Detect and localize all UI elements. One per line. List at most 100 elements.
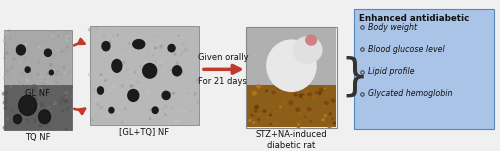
Circle shape bbox=[62, 34, 64, 36]
Circle shape bbox=[150, 68, 152, 70]
Circle shape bbox=[39, 87, 42, 90]
Ellipse shape bbox=[267, 40, 316, 91]
Ellipse shape bbox=[98, 87, 103, 94]
Circle shape bbox=[64, 50, 66, 52]
Circle shape bbox=[22, 85, 24, 86]
Circle shape bbox=[107, 115, 109, 117]
Circle shape bbox=[28, 101, 32, 104]
Text: TQ NF: TQ NF bbox=[25, 133, 50, 142]
Circle shape bbox=[182, 51, 183, 53]
Circle shape bbox=[43, 83, 45, 85]
Circle shape bbox=[62, 110, 64, 112]
Ellipse shape bbox=[16, 45, 26, 55]
Circle shape bbox=[52, 101, 56, 105]
Circle shape bbox=[34, 119, 36, 121]
Circle shape bbox=[178, 34, 179, 36]
Ellipse shape bbox=[142, 64, 156, 78]
Circle shape bbox=[177, 33, 179, 34]
Circle shape bbox=[163, 109, 164, 110]
Circle shape bbox=[20, 48, 22, 50]
Circle shape bbox=[4, 107, 6, 109]
Circle shape bbox=[144, 61, 146, 62]
Circle shape bbox=[181, 71, 183, 73]
Circle shape bbox=[184, 109, 186, 112]
Circle shape bbox=[151, 72, 152, 73]
Circle shape bbox=[148, 110, 150, 112]
Circle shape bbox=[66, 32, 68, 34]
Circle shape bbox=[160, 45, 162, 47]
Text: GL NF: GL NF bbox=[26, 89, 50, 98]
Ellipse shape bbox=[25, 67, 30, 72]
Circle shape bbox=[42, 84, 44, 85]
Circle shape bbox=[141, 69, 142, 71]
Circle shape bbox=[40, 116, 44, 118]
Ellipse shape bbox=[38, 110, 50, 124]
Circle shape bbox=[191, 110, 192, 111]
Circle shape bbox=[167, 124, 168, 125]
Circle shape bbox=[23, 115, 25, 117]
Ellipse shape bbox=[102, 42, 110, 51]
Bar bbox=[246, 27, 337, 128]
Circle shape bbox=[64, 72, 66, 73]
Circle shape bbox=[118, 112, 119, 114]
Circle shape bbox=[172, 92, 174, 94]
Text: Body weight: Body weight bbox=[368, 23, 417, 32]
Circle shape bbox=[119, 55, 120, 56]
Circle shape bbox=[25, 44, 27, 45]
Circle shape bbox=[104, 50, 106, 52]
Circle shape bbox=[96, 28, 98, 29]
Circle shape bbox=[28, 122, 30, 125]
Circle shape bbox=[122, 122, 123, 123]
Circle shape bbox=[134, 72, 136, 73]
Circle shape bbox=[71, 114, 72, 115]
Circle shape bbox=[118, 64, 121, 67]
Circle shape bbox=[32, 87, 36, 90]
Circle shape bbox=[24, 56, 25, 58]
Circle shape bbox=[47, 73, 49, 75]
Circle shape bbox=[160, 65, 162, 67]
Circle shape bbox=[161, 32, 163, 34]
Circle shape bbox=[130, 85, 133, 87]
Text: Enhanced antidiabetic: Enhanced antidiabetic bbox=[359, 14, 470, 23]
Circle shape bbox=[66, 109, 68, 111]
Circle shape bbox=[167, 95, 170, 98]
Text: [GL+TQ] NF: [GL+TQ] NF bbox=[119, 128, 170, 137]
Circle shape bbox=[54, 54, 56, 56]
Circle shape bbox=[145, 63, 147, 64]
Ellipse shape bbox=[172, 66, 182, 76]
Circle shape bbox=[64, 50, 66, 51]
Circle shape bbox=[300, 113, 302, 115]
Circle shape bbox=[258, 112, 260, 115]
Circle shape bbox=[154, 35, 156, 37]
Circle shape bbox=[4, 57, 5, 58]
Circle shape bbox=[98, 112, 100, 115]
Circle shape bbox=[258, 119, 260, 120]
Circle shape bbox=[303, 95, 306, 98]
Circle shape bbox=[272, 91, 275, 94]
Circle shape bbox=[151, 66, 152, 67]
Circle shape bbox=[172, 107, 173, 108]
Circle shape bbox=[4, 77, 5, 78]
Circle shape bbox=[20, 117, 22, 120]
Circle shape bbox=[52, 35, 54, 37]
Circle shape bbox=[275, 122, 278, 125]
Circle shape bbox=[68, 108, 71, 110]
Circle shape bbox=[30, 86, 34, 89]
Circle shape bbox=[26, 104, 30, 107]
Circle shape bbox=[175, 120, 178, 122]
Circle shape bbox=[51, 111, 52, 112]
Circle shape bbox=[50, 64, 52, 66]
Circle shape bbox=[306, 35, 316, 45]
Circle shape bbox=[152, 106, 154, 108]
Text: Glycated hemoglobin: Glycated hemoglobin bbox=[368, 89, 452, 98]
Circle shape bbox=[59, 66, 60, 67]
Circle shape bbox=[56, 82, 57, 83]
Circle shape bbox=[298, 124, 300, 125]
Circle shape bbox=[49, 43, 50, 44]
Circle shape bbox=[6, 70, 8, 72]
Circle shape bbox=[40, 75, 42, 77]
Circle shape bbox=[3, 126, 6, 129]
Circle shape bbox=[70, 96, 72, 97]
Circle shape bbox=[334, 122, 336, 124]
Circle shape bbox=[299, 112, 302, 114]
